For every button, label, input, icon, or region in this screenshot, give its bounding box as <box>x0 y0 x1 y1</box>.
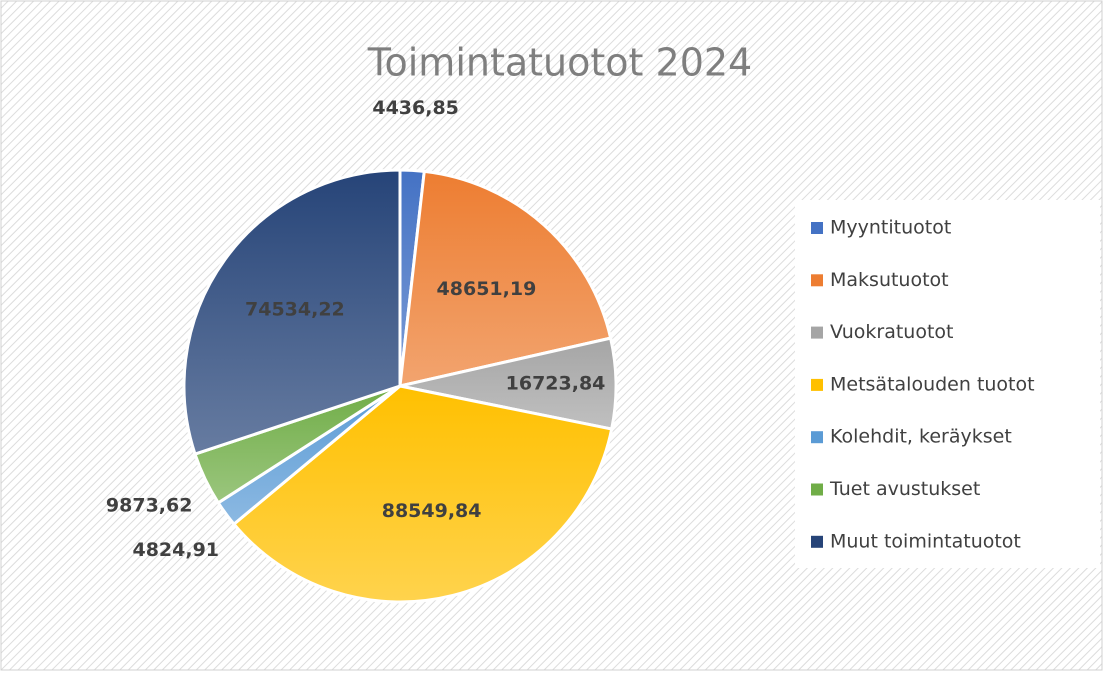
data-label: 48651,19 <box>437 278 537 300</box>
data-label: 4436,85 <box>372 97 459 119</box>
legend-label: Tuet avustukset <box>829 478 980 500</box>
legend-swatch <box>811 535 823 548</box>
legend-label: Vuokratuotot <box>830 321 953 343</box>
data-label: 9873,62 <box>106 494 193 516</box>
data-label: 4824,91 <box>132 539 219 561</box>
data-label: 88549,84 <box>382 500 482 522</box>
legend-label: Muut toimintatuotot <box>830 530 1021 552</box>
legend-swatch <box>811 431 823 444</box>
legend-label: Myyntituotot <box>830 217 951 239</box>
legend-label: Metsätalouden tuotot <box>830 373 1035 395</box>
legend-label: Kolehdit, keräykset <box>830 426 1012 448</box>
legend-label: Maksutuotot <box>830 269 949 291</box>
pie-slice <box>398 169 613 388</box>
data-label: 16723,84 <box>506 373 606 395</box>
legend-swatch <box>811 378 823 391</box>
pie-slice <box>182 168 402 456</box>
legend-swatch <box>811 274 823 287</box>
legend-box <box>795 200 1100 568</box>
legend-swatch <box>811 326 823 339</box>
data-label: 74534,22 <box>245 299 345 321</box>
legend-swatch <box>811 483 823 496</box>
pie-slice <box>231 384 614 604</box>
legend-swatch <box>811 222 823 234</box>
chart-title: Toimintatuotot 2024 <box>367 41 752 85</box>
